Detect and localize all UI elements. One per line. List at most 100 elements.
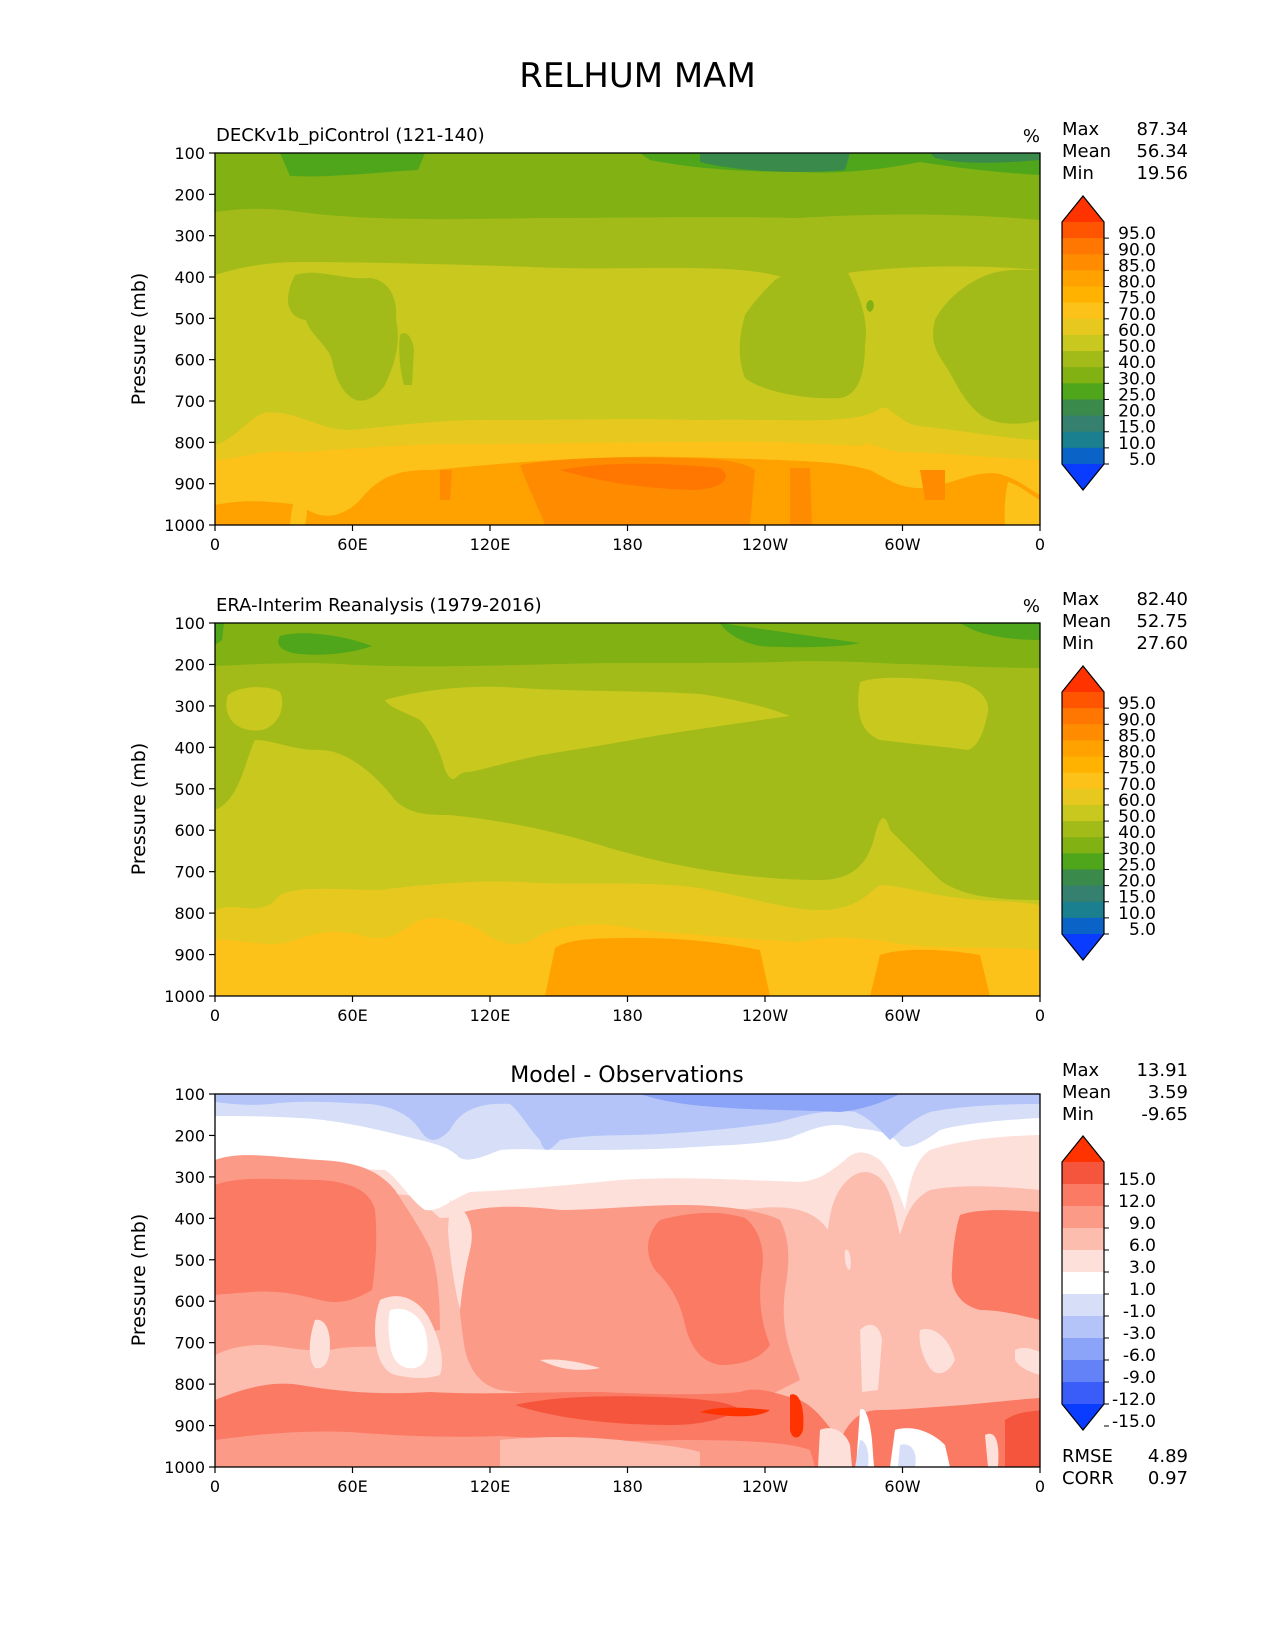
colorbar-label: 50.0 (1118, 337, 1156, 357)
colorbar-segment (1062, 708, 1104, 725)
stat-max-value: 87.34 (1136, 119, 1188, 140)
stat-min-value: -9.65 (1141, 1104, 1188, 1125)
y-tick-label: 100 (174, 614, 205, 633)
colorbar-segment (1062, 692, 1104, 709)
y-tick-label: 200 (174, 655, 205, 674)
colorbar-segment (1062, 1316, 1104, 1339)
colorbar-segment (1062, 772, 1104, 790)
colorbar-segment (1062, 383, 1104, 400)
colorbar-segment (1062, 1184, 1104, 1207)
y-tick-label: 300 (174, 227, 205, 246)
colorbar-segment (1062, 222, 1104, 239)
contour-field-model (215, 153, 1040, 525)
colorbar-segment (1062, 1382, 1104, 1405)
colorbar-label: 60.0 (1118, 791, 1156, 811)
y-tick-label: 600 (174, 351, 205, 370)
y-tick-label: 800 (174, 1375, 205, 1394)
stat-mean-label: Mean (1062, 611, 1111, 632)
colorbar-max-extension (1062, 196, 1104, 222)
colorbar-segment (1062, 238, 1104, 255)
colorbar-label: 85.0 (1118, 256, 1156, 276)
x-tick-label: 0 (210, 1006, 220, 1025)
colorbar-segment (1062, 1272, 1104, 1295)
colorbar-label: -12.0 (1112, 1390, 1156, 1410)
colorbar-label: 90.0 (1118, 710, 1156, 730)
colorbar-segment (1062, 821, 1104, 838)
colorbar-min-extension (1062, 934, 1104, 960)
x-tick-label: 0 (1035, 1477, 1045, 1496)
colorbar-label: 50.0 (1118, 807, 1156, 827)
y-axis-label-difference: Pressure (mb) (128, 1214, 150, 1347)
colorbar-label: -9.0 (1123, 1368, 1156, 1388)
colorbar-segment (1062, 853, 1104, 870)
colorbar-segment (1062, 756, 1104, 774)
colorbar-segment (1062, 917, 1104, 935)
y-tick-label: 500 (174, 1251, 205, 1270)
x-tick-label: 0 (1035, 1006, 1045, 1025)
colorbar-label: 70.0 (1118, 305, 1156, 325)
colorbar-label: 90.0 (1118, 240, 1156, 260)
x-tick-label: 60W (884, 1477, 920, 1496)
y-tick-label: 700 (174, 392, 205, 411)
colorbar-label: 95.0 (1118, 694, 1156, 714)
stat-max-value: 82.40 (1136, 589, 1188, 610)
y-axis-label-model: Pressure (mb) (128, 273, 150, 406)
x-tick-label: 0 (1035, 535, 1045, 554)
colorbar-label: 80.0 (1118, 743, 1156, 763)
colorbar-label: -6.0 (1123, 1346, 1156, 1366)
colorbar-segment (1062, 901, 1104, 919)
contour-field-difference (215, 1094, 1040, 1467)
colorbar-segment (1062, 447, 1104, 465)
stat-min-value: 27.60 (1136, 633, 1188, 654)
stat-min-label: Min (1062, 163, 1094, 184)
colorbar-label: 15.0 (1118, 418, 1156, 438)
y-tick-label: 100 (174, 1085, 205, 1104)
y-tick-label: 400 (174, 1209, 205, 1228)
stat-max-label: Max (1062, 119, 1100, 140)
colorbar-segment (1062, 334, 1104, 352)
colorbar-segment (1062, 1228, 1104, 1251)
colorbar-label: 30.0 (1118, 369, 1156, 389)
colorbar-label: 9.0 (1129, 1214, 1156, 1234)
colorbar-label: 3.0 (1129, 1258, 1156, 1278)
y-tick-label: 1000 (164, 516, 205, 535)
colorbar-label: 5.0 (1129, 920, 1156, 940)
stats-model: Max Mean Min 87.34 56.34 19.56 (1062, 119, 1188, 184)
y-axis-label-observations: Pressure (mb) (128, 743, 150, 876)
y-tick-label: 600 (174, 1292, 205, 1311)
colorbar-segment (1062, 804, 1104, 822)
colorbar-label: 70.0 (1118, 775, 1156, 795)
y-tick-label: 900 (174, 946, 205, 965)
x-tick-label: 180 (612, 535, 643, 554)
y-tick-label: 500 (174, 309, 205, 328)
y-tick-label: 100 (174, 144, 205, 163)
colorbar-label: -1.0 (1123, 1302, 1156, 1322)
y-tick-label: 400 (174, 738, 205, 757)
colorbar-label: 1.0 (1129, 1280, 1156, 1300)
x-ticks-observations: 0 60E 120E 180 120W 60W 0 (210, 996, 1045, 1025)
y-ticks-observations: 100 200 300 400 500 600 700 800 900 1000 (164, 614, 215, 1006)
colorbar-segment (1062, 351, 1104, 368)
colorbar-label: 40.0 (1118, 823, 1156, 843)
colorbar-segment (1062, 1206, 1104, 1229)
y-tick-label: 300 (174, 697, 205, 716)
x-tick-label: 60W (884, 535, 920, 554)
stats-difference: Max Mean Min 13.91 3.59 -9.65 RMSE CORR … (1062, 1060, 1188, 1489)
stat-mean-value: 56.34 (1136, 141, 1188, 162)
y-tick-label: 500 (174, 780, 205, 799)
units-label-model: % (1023, 126, 1040, 147)
colorbar-segment (1062, 399, 1104, 417)
x-tick-label: 0 (210, 1477, 220, 1496)
colorbar-label: 15.0 (1118, 1170, 1156, 1190)
colorbar-segment (1062, 724, 1104, 741)
y-tick-label: 900 (174, 1417, 205, 1436)
x-tick-label: 120E (470, 1006, 511, 1025)
colorbar-segment (1062, 270, 1104, 288)
colorbar-segment (1062, 885, 1104, 903)
colorbar-segment (1062, 837, 1104, 854)
y-tick-label: 700 (174, 1334, 205, 1353)
colorbar-label: 15.0 (1118, 888, 1156, 908)
colorbar-segment (1062, 286, 1104, 304)
colorbar-model: 95.090.085.080.075.070.060.050.040.030.0… (1061, 195, 1156, 491)
